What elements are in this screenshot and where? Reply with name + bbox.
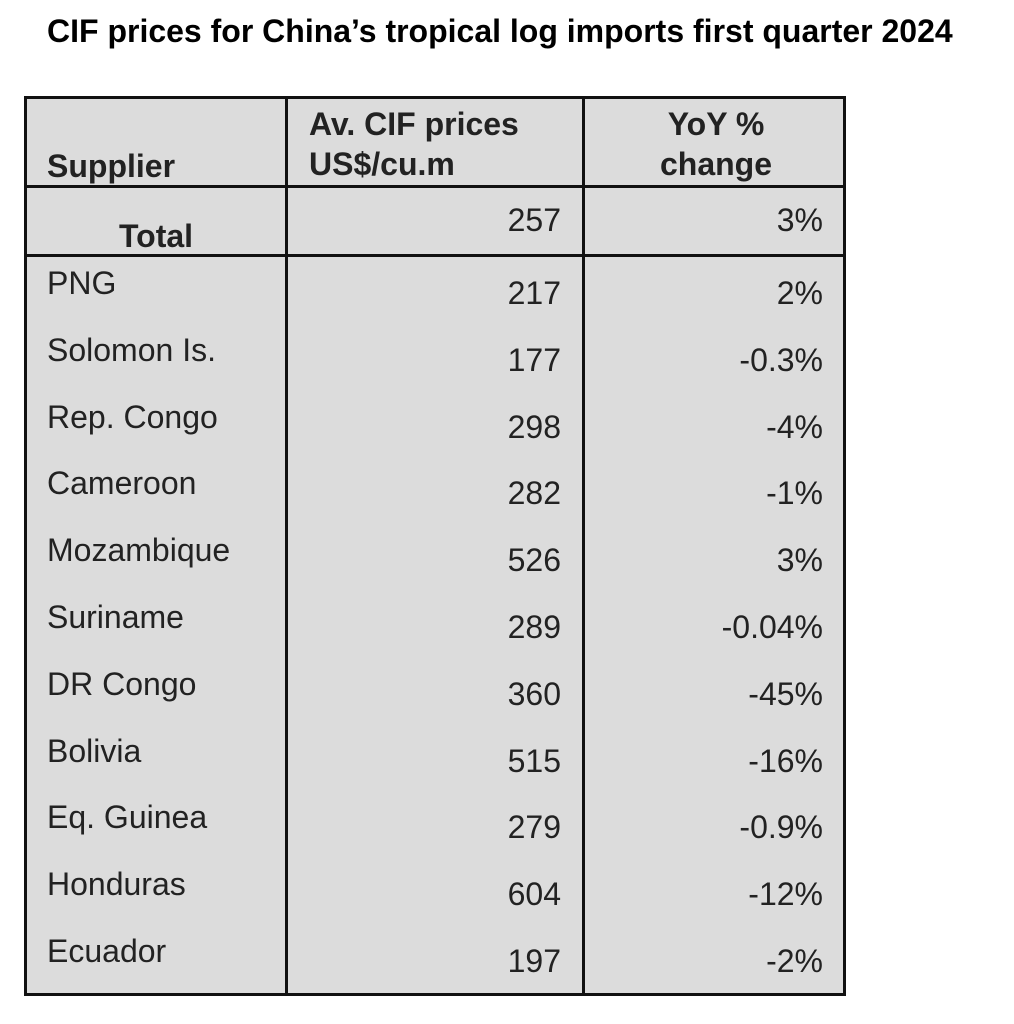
- supplier-cell: Rep. Congo: [47, 398, 218, 435]
- header-price-line1: Av. CIF prices: [309, 106, 519, 142]
- price-cell: 515: [507, 742, 561, 779]
- price-cell: 298: [507, 408, 561, 445]
- price-cell: 279: [507, 809, 561, 846]
- supplier-cell: Solomon Is.: [47, 331, 216, 368]
- header-price-line2: US$/cu.m: [309, 146, 455, 182]
- total-label: Total: [118, 218, 194, 254]
- supplier-cell: DR Congo: [47, 665, 197, 702]
- yoy-cell: -12%: [748, 876, 823, 913]
- price-cell: 289: [507, 609, 561, 645]
- yoy-cell: 3%: [776, 542, 823, 579]
- yoy-cell: -1%: [766, 475, 823, 512]
- price-table: Supplier Av. CIF prices US$/cu.m YoY % c…: [24, 96, 846, 996]
- price-cell: 282: [507, 475, 561, 512]
- supplier-cell: Cameroon: [47, 465, 197, 502]
- price-cell: 604: [507, 876, 561, 913]
- total-divider: [27, 254, 843, 257]
- column-divider-2: [582, 99, 585, 993]
- yoy-cell: -4%: [766, 408, 823, 445]
- yoy-cell: -0.9%: [739, 809, 823, 846]
- yoy-cell: -2%: [766, 943, 823, 979]
- header-supplier: Supplier: [47, 148, 176, 184]
- price-cell: 360: [507, 675, 561, 712]
- page-title: CIF prices for China’s tropical log impo…: [47, 13, 953, 49]
- total-price: 257: [507, 202, 561, 238]
- header-yoy-line1: YoY %: [667, 106, 765, 142]
- supplier-cell: Honduras: [47, 866, 186, 903]
- supplier-cell: Mozambique: [47, 532, 231, 569]
- yoy-cell: -0.04%: [721, 609, 823, 645]
- yoy-cell: -16%: [748, 742, 823, 779]
- price-cell: 526: [507, 542, 561, 579]
- total-yoy: 3%: [776, 202, 823, 238]
- supplier-cell: Suriname: [47, 599, 184, 635]
- supplier-cell: PNG: [47, 265, 117, 301]
- price-cell: 217: [507, 275, 561, 311]
- price-cell: 177: [507, 341, 561, 378]
- header-yoy-line2: change: [659, 146, 773, 182]
- yoy-cell: -45%: [748, 675, 823, 712]
- column-divider-1: [285, 99, 288, 993]
- supplier-cell: Ecuador: [47, 933, 167, 969]
- supplier-cell: Eq. Guinea: [47, 799, 208, 836]
- header-divider: [27, 185, 843, 188]
- price-cell: 197: [507, 943, 561, 979]
- yoy-cell: -0.3%: [739, 341, 823, 378]
- supplier-cell: Bolivia: [47, 732, 142, 769]
- yoy-cell: 2%: [776, 275, 823, 311]
